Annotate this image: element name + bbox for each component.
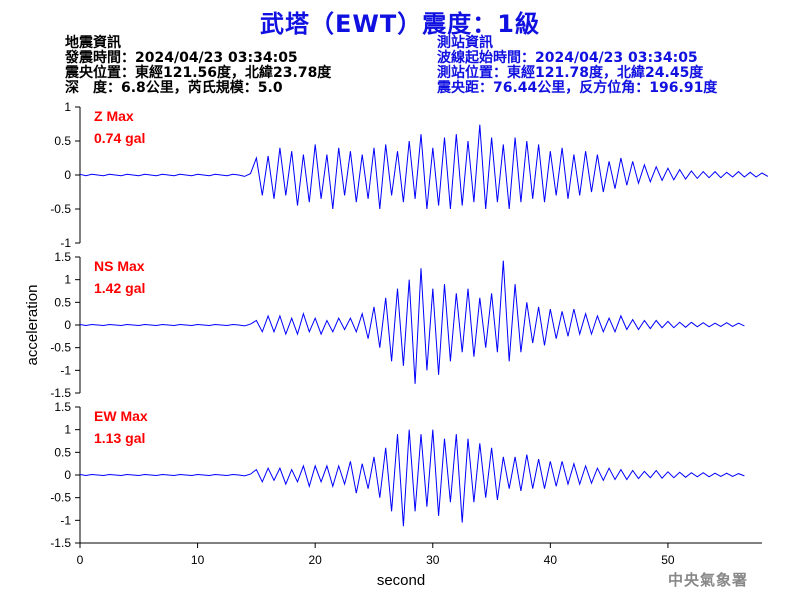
chart-title: 武塔（EWT）震度：1級 bbox=[260, 10, 540, 38]
y-tick-label: -0.5 bbox=[50, 491, 71, 505]
y-tick-label: 0.5 bbox=[54, 295, 71, 309]
y-tick-label: -0.5 bbox=[50, 341, 71, 355]
y-tick-label: 1.5 bbox=[54, 400, 71, 414]
x-tick-label: 30 bbox=[426, 553, 440, 567]
max-label: NS Max bbox=[94, 258, 145, 274]
y-tick-label: 1 bbox=[64, 100, 71, 114]
y-tick-label: -1 bbox=[60, 513, 71, 527]
y-axis-label: acceleration bbox=[24, 285, 41, 366]
x-tick-label: 50 bbox=[661, 553, 675, 567]
quake-info-heading: 地震資訊 bbox=[65, 35, 121, 51]
y-tick-label: 0.5 bbox=[54, 134, 71, 148]
y-tick-label: 1 bbox=[64, 423, 71, 437]
waveform-trace-ns bbox=[79, 260, 745, 384]
quake-time: 發震時間：2024/04/23 03:34:05 bbox=[65, 50, 298, 66]
waveform-trace-ew bbox=[79, 429, 745, 527]
x-axis-label: second bbox=[377, 572, 425, 589]
x-tick-label: 0 bbox=[77, 553, 84, 567]
max-label: EW Max bbox=[94, 408, 148, 424]
y-tick-label: 1.5 bbox=[54, 250, 71, 264]
waveform-trace-z bbox=[79, 124, 769, 210]
x-tick-label: 10 bbox=[191, 553, 205, 567]
panel-ns: -1.5 -1 -0.5 0 0.5 1 1.5 NS Max 1.42 gal bbox=[50, 250, 745, 400]
y-tick-label: -1 bbox=[60, 236, 71, 250]
quake-epicenter: 震央位置：東經121.56度，北緯23.78度 bbox=[65, 65, 332, 81]
panel-ew: -1.5 -1 -0.5 0 0.5 1 1.5 EW Max 1.13 gal bbox=[50, 400, 745, 550]
x-tick-label: 20 bbox=[308, 553, 322, 567]
max-value: 1.42 gal bbox=[94, 280, 145, 296]
x-tick-label: 40 bbox=[544, 553, 558, 567]
panel-z: -1 -0.5 0 0.5 1 Z Max 0.74 gal bbox=[50, 100, 769, 250]
station-distance: 震央距：76.44公里，反方位角：196.91度 bbox=[437, 80, 718, 96]
y-tick-label: 1 bbox=[64, 273, 71, 287]
station-info-block: 測站資訊 波線起始時間：2024/04/23 03:34:05 測站位置：東經1… bbox=[437, 36, 717, 96]
y-tick-label: 0 bbox=[64, 168, 71, 182]
y-tick-label: 0 bbox=[64, 468, 71, 482]
y-tick-label: -0.5 bbox=[50, 202, 71, 216]
station-wave-start: 波線起始時間：2024/04/23 03:34:05 bbox=[437, 50, 698, 66]
y-tick-label: -1 bbox=[60, 363, 71, 377]
station-info-heading: 測站資訊 bbox=[437, 35, 493, 51]
watermark: 中央氣象署 bbox=[667, 571, 748, 589]
y-tick-label: 0 bbox=[64, 318, 71, 332]
max-label: Z Max bbox=[94, 108, 134, 124]
max-value: 0.74 gal bbox=[94, 130, 145, 146]
station-location: 測站位置：東經121.78度，北緯24.45度 bbox=[437, 65, 704, 81]
max-value: 1.13 gal bbox=[94, 430, 145, 446]
quake-depth-magnitude: 深 度：6.8公里，芮氏規模：5.0 bbox=[65, 80, 283, 96]
y-tick-label: -1.5 bbox=[50, 386, 71, 400]
y-tick-label: -1.5 bbox=[50, 536, 71, 550]
quake-info-block: 地震資訊 發震時間：2024/04/23 03:34:05 震央位置：東經121… bbox=[65, 36, 331, 96]
y-tick-label: 0.5 bbox=[54, 445, 71, 459]
